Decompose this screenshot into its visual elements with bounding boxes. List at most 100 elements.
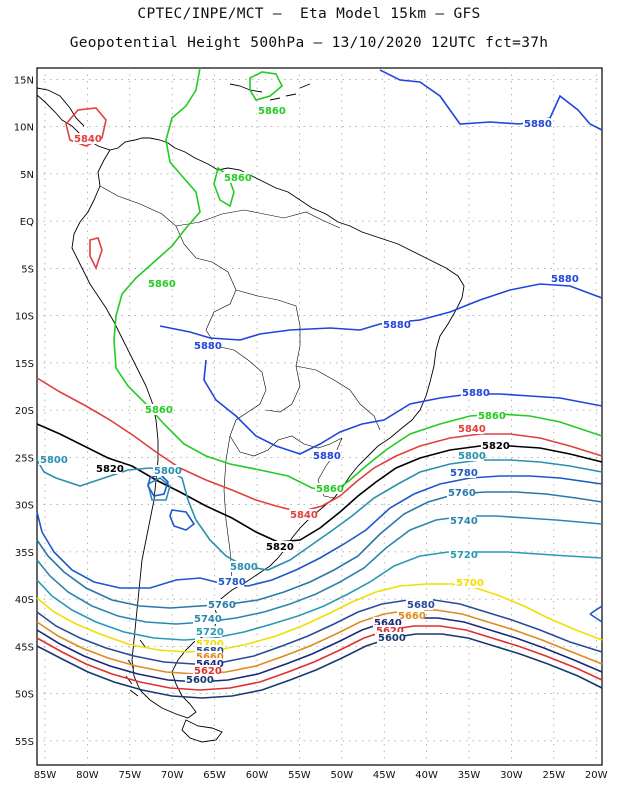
contour-label-bg (550, 273, 577, 284)
lat-label: 15N (14, 75, 34, 86)
contour-5780-loop (169, 509, 196, 531)
contour-5680 (36, 599, 603, 665)
contour-label-bg (289, 509, 316, 520)
contour-label: 5760 (448, 488, 476, 499)
lat-label: 55S (15, 737, 34, 748)
contour-label: 5740 (450, 516, 478, 527)
contour-label-bg (477, 410, 504, 421)
contour-label: 5640 (374, 618, 402, 629)
lon-label: 75W (118, 770, 141, 781)
lon-label: 20W (585, 770, 608, 781)
contour-5860-nloop (249, 71, 283, 101)
lat-label: 10S (15, 312, 34, 323)
lat-label: EQ (20, 217, 34, 228)
contour-label-bg (455, 577, 482, 588)
contour-5860 (113, 67, 603, 493)
lat-label: 40S (15, 595, 34, 606)
contour-label: 5800 (458, 451, 486, 462)
contour-label-bg (315, 483, 342, 494)
contour-label: 5840 (458, 424, 486, 435)
contour-label: 5840 (290, 510, 318, 521)
contour-label-bg (375, 625, 402, 636)
contour-label: 5860 (224, 173, 252, 184)
latitude-labels: 15N 10N 5N EQ 5S 10S 15S 20S 25S 30S 35S 40S 45S 50S 5… (14, 75, 34, 748)
contour-label: 5740 (194, 614, 222, 625)
lon-label: 30W (500, 770, 523, 781)
contour-label-bg (457, 423, 484, 434)
lon-label: 25W (542, 770, 565, 781)
lon-label: 85W (34, 770, 57, 781)
lon-label: 60W (246, 770, 269, 781)
tierra-del-fuego (181, 719, 223, 743)
contour-label: 5780 (450, 468, 478, 479)
contour-5840-loop (65, 107, 107, 147)
longitude-labels: 85W 80W 75W 70W 65W 60W 55W 50W 45W 40W 35W 30W 25W 2… (34, 770, 608, 781)
contour-label-bg (195, 645, 222, 656)
contour-labels: 5880 5880 5880 5880 5880 5880 5860 5860 5860 5860… (39, 105, 579, 686)
caribbean-islands (229, 83, 311, 101)
contour-label-bg (406, 599, 433, 610)
lon-label: 80W (76, 770, 99, 781)
lat-label: 15S (15, 359, 34, 370)
country-borders (99, 185, 343, 457)
contour-5880-loop (203, 359, 603, 455)
contour-label: 5720 (450, 550, 478, 561)
contour-label-bg (229, 561, 256, 572)
contour-5620 (36, 625, 603, 691)
contour-5720 (36, 551, 603, 641)
contour-label-bg (193, 613, 220, 624)
contour-label: 5880 (313, 451, 341, 462)
lon-label: 70W (161, 770, 184, 781)
contour-label-bg (195, 658, 222, 669)
contour-label-bg (449, 549, 476, 560)
contour-label-bg (195, 638, 222, 649)
graticule (37, 68, 602, 765)
contour-5600 (36, 633, 603, 699)
contour-5740 (36, 515, 603, 625)
contour-label-bg (481, 440, 508, 451)
map-title-line1: CPTEC/INPE/MCT – Eta Model 15km – GFS (137, 6, 481, 22)
contour-label-bg (195, 626, 222, 637)
contour-label: 5860 (258, 106, 286, 117)
contour-label-bg (144, 404, 171, 415)
contour-label-bg (312, 450, 339, 461)
contour-label-bg (217, 576, 244, 587)
contour-5760 (36, 491, 603, 609)
contour-label-bg (377, 632, 404, 643)
contour-label-bg (193, 665, 220, 676)
contour-label: 5820 (482, 441, 510, 452)
contour-label: 5700 (196, 639, 224, 650)
central-america-coast (36, 94, 219, 171)
lat-label: 30S (15, 501, 34, 512)
contour-label: 5620 (376, 626, 404, 637)
lon-label: 45W (373, 770, 396, 781)
contour-label: 5660 (196, 652, 224, 663)
contour-5660 (36, 609, 603, 675)
contour-label-bg (257, 105, 284, 116)
contour-label-bg (95, 463, 122, 474)
lat-label: 20S (15, 406, 34, 417)
contour-label-bg (185, 674, 212, 685)
contour-label: 5760 (208, 600, 236, 611)
contour-label-bg (397, 610, 424, 621)
contour-label-bg (207, 599, 234, 610)
lat-label: 50S (15, 690, 34, 701)
contour-label-bg (193, 340, 220, 351)
contour-label: 5600 (378, 633, 406, 644)
map-title-line2: Geopotential Height 500hPa – 13/10/2020 … (69, 35, 549, 51)
contour-label: 5700 (456, 578, 484, 589)
contour-label: 5820 (266, 542, 294, 553)
contour-label: 5880 (524, 119, 552, 130)
contour-label-bg (39, 454, 66, 465)
lon-label: 50W (330, 770, 353, 781)
contour-label-bg (195, 651, 222, 662)
contour-label-bg (461, 387, 488, 398)
contour-label: 5880 (551, 274, 579, 285)
contour-label: 5620 (194, 666, 222, 677)
contour-label: 5640 (196, 659, 224, 670)
contour-label: 5860 (148, 279, 176, 290)
contour-5880-north (379, 69, 603, 131)
contour-label: 5680 (407, 600, 435, 611)
contour-label: 5800 (230, 562, 258, 573)
